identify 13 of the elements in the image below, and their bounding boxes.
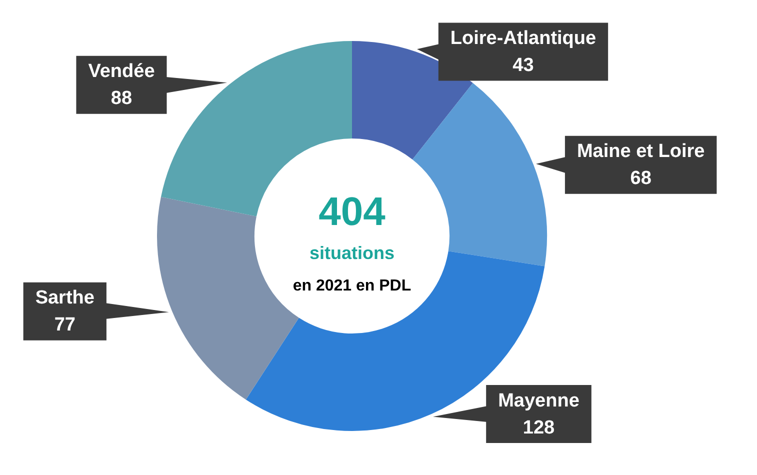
slice-label: Sarthe [35, 288, 94, 309]
slice-label: Vendée [88, 61, 155, 82]
text: situations [309, 242, 395, 263]
slice-label: Maine et Loire [576, 141, 705, 162]
data-label: 43 [512, 55, 534, 76]
data-label: 68 [630, 168, 652, 190]
text: 404 [318, 190, 386, 234]
data-label: 88 [110, 88, 132, 110]
data-label: 128 [522, 417, 555, 438]
data-label: 77 [54, 314, 76, 336]
text: en 2021 en PDL [292, 277, 412, 294]
slice-label: Mayenne [498, 390, 580, 412]
slice-label: Loire-Atlantique [450, 28, 596, 50]
